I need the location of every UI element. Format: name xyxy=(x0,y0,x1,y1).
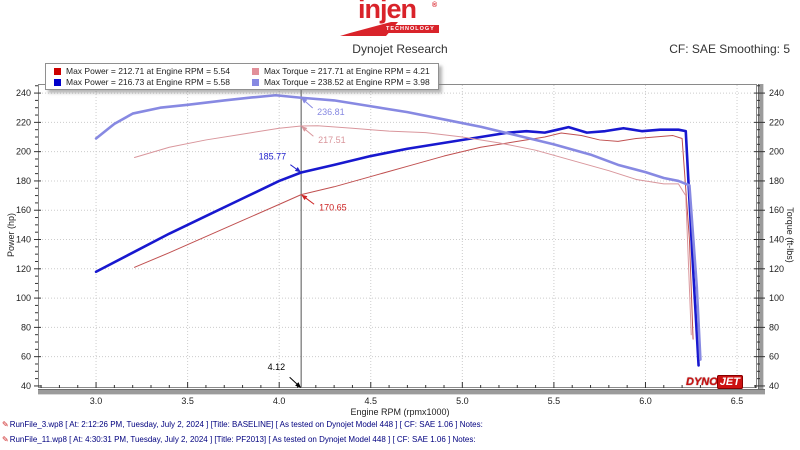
x-tick-label: 5.5 xyxy=(548,396,561,406)
runfile-icon: ✎ xyxy=(2,420,9,429)
y-tick-label-right: 220 xyxy=(769,117,784,127)
legend-swatch-blue-icon xyxy=(54,78,61,86)
curve-torque-baseline xyxy=(134,125,692,336)
annotation-value: 236.81 xyxy=(317,107,345,117)
annotation-value: 4.12 xyxy=(268,362,286,372)
x-tick-label: 3.5 xyxy=(181,396,194,406)
injen-logo-subtext: TECHNOLOGY xyxy=(382,25,439,33)
runfile-line-pf2013[interactable]: ✎RunFile_11.wp8 [ At: 4:30:31 PM, Tuesda… xyxy=(2,435,476,444)
annotation-value: 170.65 xyxy=(319,203,347,213)
x-tick-label: 4.5 xyxy=(365,396,378,406)
x-tick-label: 5.0 xyxy=(456,396,469,406)
annotation-arrow-line xyxy=(305,129,314,137)
legend-item-power-baseline: Max Power = 212.71 at Engine RPM = 5.54 xyxy=(54,66,230,76)
legend-item-torque-baseline: Max Torque = 217.71 at Engine RPM = 4.21 xyxy=(251,66,430,76)
plot-area xyxy=(38,84,757,388)
y-tick-label-right: 180 xyxy=(769,176,784,186)
annotation-value: 185.77 xyxy=(259,151,287,161)
y-tick-label-left: 140 xyxy=(16,235,31,245)
y-tick-label-right: 40 xyxy=(769,381,779,391)
runfile-text: unFile_11.wp8 [ At: 4:30:31 PM, Tuesday,… xyxy=(15,435,476,444)
annotation-arrow-line xyxy=(289,376,298,385)
y-tick-label-right: 100 xyxy=(769,293,784,303)
runfile-text: unFile_3.wp8 [ At: 2:12:26 PM, Tuesday, … xyxy=(15,420,483,429)
curve-power-pf2013 xyxy=(94,125,700,367)
dynojet-watermark-jet: JET xyxy=(716,375,743,389)
legend-swatch-pink-icon xyxy=(251,67,259,75)
legend-item-torque-pf2013: Max Torque = 238.52 at Engine RPM = 3.98 xyxy=(251,77,430,87)
y-tick-label-left: 60 xyxy=(21,352,31,362)
y-tick-label-right: 80 xyxy=(769,322,779,332)
annotation-arrow-line xyxy=(305,101,314,109)
y-tick-label-right: 60 xyxy=(769,352,779,362)
curve-power-baseline xyxy=(134,132,694,340)
runfile-icon: ✎ xyxy=(2,435,9,444)
x-tick-label: 6.5 xyxy=(731,396,744,406)
x-axis-title: Engine RPM (rpmx1000) xyxy=(350,407,450,417)
smoothing-setting[interactable]: CF: SAE Smoothing: 5 xyxy=(669,42,790,56)
injen-logo-text: injen xyxy=(358,0,417,24)
y-tick-label-left: 120 xyxy=(16,264,31,274)
annotation-arrowhead-icon xyxy=(301,194,308,201)
y-tick-label-right: 120 xyxy=(769,264,784,274)
curve-torque-pf2013 xyxy=(94,93,702,361)
legend-label: Max Torque = 217.71 at Engine RPM = 4.21 xyxy=(263,66,430,76)
y-tick-label-left: 40 xyxy=(21,381,31,391)
runfile-prefix: R xyxy=(9,420,16,429)
injen-logo: injen ® TECHNOLOGY xyxy=(336,0,466,40)
y-tick-label-right: 240 xyxy=(769,88,784,98)
x-tick-label: 6.0 xyxy=(639,396,652,406)
y-tick-label-left: 180 xyxy=(16,176,31,186)
legend-label: Max Power = 216.73 at Engine RPM = 5.58 xyxy=(66,77,230,87)
annotation-arrowhead-icon xyxy=(301,97,308,104)
page-title: Dynojet Research xyxy=(352,42,448,56)
dynojet-watermark-dyno: DYNO xyxy=(686,376,718,388)
registered-trademark-icon: ® xyxy=(432,2,438,9)
plot-frame-bottom xyxy=(38,389,765,395)
y-tick-label-right: 160 xyxy=(769,205,784,215)
y-tick-label-left: 160 xyxy=(16,205,31,215)
y-tick-label-left: 100 xyxy=(16,293,31,303)
legend-label: Max Power = 212.71 at Engine RPM = 5.54 xyxy=(66,66,230,76)
legend-swatch-red-icon xyxy=(54,67,61,75)
y-tick-label-left: 200 xyxy=(16,147,31,157)
x-tick-label: 3.0 xyxy=(90,396,103,406)
y-tick-label-right: 140 xyxy=(769,235,784,245)
y-tick-label-left: 240 xyxy=(16,88,31,98)
y-tick-label-right: 200 xyxy=(769,147,784,157)
annotation-arrow-line xyxy=(290,164,297,170)
plot-frame-right xyxy=(758,84,764,389)
annotation-arrowhead-icon xyxy=(294,167,302,173)
legend: Max Power = 212.71 at Engine RPM = 5.54 … xyxy=(45,63,439,90)
annotation-arrow-line xyxy=(305,197,315,205)
annotation-value: 217.51 xyxy=(318,135,346,145)
legend-label: Max Torque = 238.52 at Engine RPM = 3.98 xyxy=(263,77,430,87)
runfile-prefix: R xyxy=(9,435,16,444)
x-tick-label: 4.0 xyxy=(273,396,286,406)
y-tick-label-left: 220 xyxy=(16,117,31,127)
dynojet-watermark: DYNO JET xyxy=(686,375,743,389)
y-tick-label-left: 80 xyxy=(21,322,31,332)
legend-swatch-lightblue-icon xyxy=(251,78,259,86)
annotation-arrowhead-icon xyxy=(295,382,302,388)
runfile-line-baseline[interactable]: ✎RunFile_3.wp8 [ At: 2:12:26 PM, Tuesday… xyxy=(2,420,483,429)
annotation-arrowhead-icon xyxy=(301,126,308,132)
legend-item-power-pf2013: Max Power = 216.73 at Engine RPM = 5.58 xyxy=(54,77,230,87)
